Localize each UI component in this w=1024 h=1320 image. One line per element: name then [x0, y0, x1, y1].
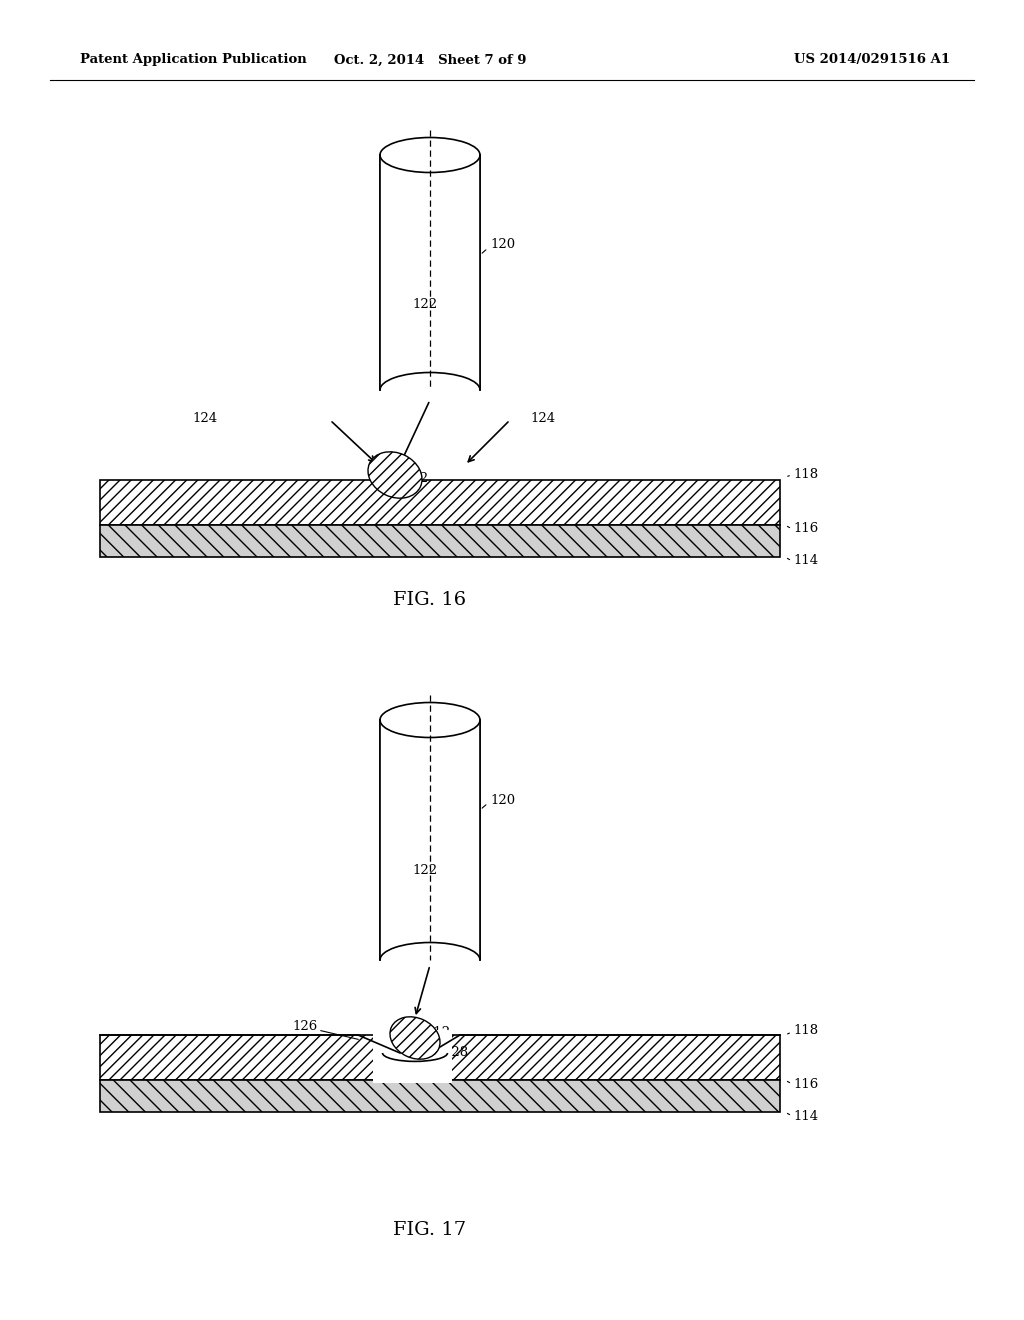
Bar [100, 1080, 780, 1111]
Text: 112: 112 [425, 1027, 451, 1040]
Ellipse shape [380, 702, 480, 738]
Text: 116: 116 [793, 1077, 818, 1090]
Bar [380, 154, 480, 389]
Text: Patent Application Publication: Patent Application Publication [80, 54, 307, 66]
Text: 116: 116 [793, 523, 818, 536]
Text: FIG. 16: FIG. 16 [393, 591, 467, 609]
Text: 124: 124 [193, 412, 218, 425]
Ellipse shape [390, 1016, 440, 1059]
Text: 122: 122 [412, 298, 437, 312]
Bar [380, 719, 480, 960]
Bar [373, 1030, 452, 1082]
Text: Oct. 2, 2014   Sheet 7 of 9: Oct. 2, 2014 Sheet 7 of 9 [334, 54, 526, 66]
Text: US 2014/0291516 A1: US 2014/0291516 A1 [794, 54, 950, 66]
Text: 120: 120 [490, 239, 515, 252]
Text: 120: 120 [490, 793, 515, 807]
Text: 126: 126 [293, 1020, 318, 1034]
Text: 114: 114 [793, 1110, 818, 1122]
Bar [100, 1035, 780, 1080]
Bar [100, 525, 780, 557]
Text: 124: 124 [530, 412, 555, 425]
Ellipse shape [380, 137, 480, 173]
Text: FIG. 17: FIG. 17 [393, 1221, 467, 1239]
Text: 118: 118 [793, 469, 818, 482]
Text: 122: 122 [412, 863, 437, 876]
Ellipse shape [368, 451, 422, 498]
Text: 114: 114 [793, 554, 818, 568]
Text: 118: 118 [793, 1023, 818, 1036]
Bar [100, 480, 780, 525]
Text: 112: 112 [403, 471, 428, 484]
Text: 128: 128 [443, 1047, 468, 1060]
